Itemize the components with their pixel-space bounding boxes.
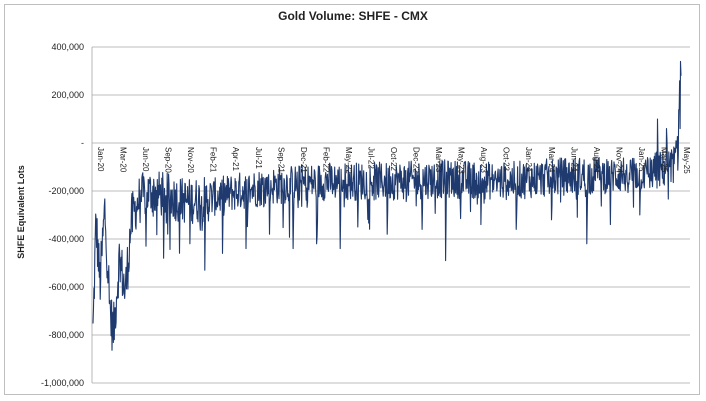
x-tick-label: Jan-20	[96, 147, 105, 172]
chart-frame	[4, 4, 700, 395]
y-tick-label: -200,000	[48, 186, 84, 196]
x-tick-label: Mar-25	[659, 147, 668, 173]
x-tick-label: Mar-23	[434, 147, 443, 173]
y-tick-label: -	[81, 138, 84, 148]
x-tick-label: Apr-21	[231, 147, 240, 172]
x-tick-label: Jan-25	[637, 147, 646, 172]
x-tick-label: May-25	[682, 147, 691, 174]
x-tick-label: Feb-21	[209, 147, 218, 173]
y-tick-label: 200,000	[51, 90, 84, 100]
x-tick-label: Aug-23	[479, 147, 488, 173]
x-tick-label: Sep-20	[164, 147, 173, 173]
x-tick-label: Mar-20	[119, 147, 128, 173]
chart-title: Gold Volume: SHFE - CMX	[278, 9, 428, 23]
x-tick-label: Oct-23	[502, 147, 511, 172]
y-tick-label: -800,000	[48, 330, 84, 340]
x-tick-label: Nov-20	[186, 147, 195, 173]
x-tick-label: Jun-20	[141, 147, 150, 172]
x-tick-label: Sep-21	[276, 147, 285, 173]
x-tick-label: Jan-24	[524, 147, 533, 172]
x-tick-label: Jul-21	[254, 147, 263, 169]
x-tick-label: Dec-22	[412, 147, 421, 173]
x-tick-label: Jul-22	[366, 147, 375, 169]
series-line-shfe-cmx	[92, 60, 682, 351]
x-tick-label: Nov-24	[614, 147, 623, 173]
x-tick-label: Oct-22	[389, 147, 398, 172]
x-tick-label: May-22	[344, 147, 353, 174]
x-tick-label: Feb-22	[321, 147, 330, 173]
y-tick-label: 400,000	[51, 42, 84, 52]
y-tick-label: -400,000	[48, 234, 84, 244]
x-tick-label: Aug-24	[592, 147, 601, 173]
x-tick-label: Mar-24	[547, 147, 556, 173]
x-tick-label: May-23	[457, 147, 466, 174]
y-tick-label: -1,000,000	[41, 378, 84, 388]
y-tick-label: -600,000	[48, 282, 84, 292]
x-tick-label: Dec-21	[299, 147, 308, 173]
x-tick-label: Jun-24	[569, 147, 578, 172]
